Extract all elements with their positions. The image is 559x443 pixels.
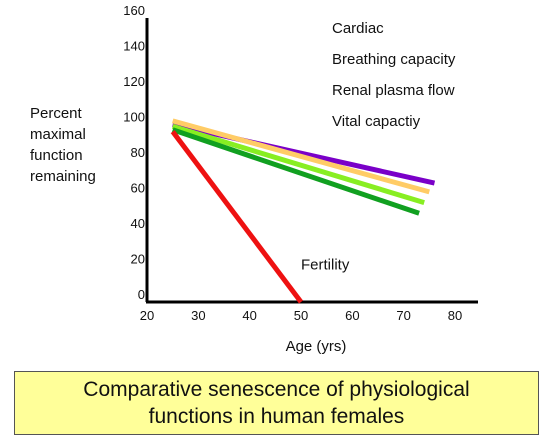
y-tick-label: 120 — [123, 74, 145, 89]
x-axis-title: Age (yrs) — [286, 338, 347, 355]
series-line-renal-plasma-flow — [171, 123, 425, 205]
annotations: Fertility — [301, 257, 350, 274]
legend-entry: Renal plasma flow — [332, 82, 455, 99]
x-tick-label: 30 — [191, 308, 205, 323]
legend-entry: Cardiac — [332, 20, 384, 37]
x-tick-label: 20 — [140, 308, 154, 323]
annotation-label: Fertility — [301, 257, 350, 274]
senescence-chart: Percent maximal function remaining 0 20 40 60 8… — [30, 3, 478, 355]
x-tick-label: 40 — [242, 308, 256, 323]
y-tick-label: 140 — [123, 39, 145, 54]
y-tick-label: 100 — [123, 110, 145, 125]
legend: Cardiac Breathing capacity Renal plasma fl… — [332, 20, 456, 130]
x-tick-label: 50 — [294, 308, 308, 323]
y-tick-label: 20 — [131, 252, 145, 267]
legend-entry: Breathing capacity — [332, 51, 456, 68]
series-lines — [170, 118, 436, 304]
y-tick-label: 0 — [138, 287, 145, 302]
x-tick-label: 80 — [448, 308, 462, 323]
series-line-fertility — [170, 130, 303, 304]
series-line-breathing-capacity — [172, 118, 430, 195]
y-ticks: 0 20 40 60 80 100 120 140 160 — [123, 3, 145, 302]
series-line-vital-capactiy — [171, 127, 420, 216]
caption-text: Comparative senescence of physiological … — [83, 378, 470, 428]
y-tick-label: 160 — [123, 3, 145, 18]
y-tick-label: 40 — [131, 216, 145, 231]
x-tick-label: 70 — [396, 308, 410, 323]
y-axis-title-text: Percent maximal function remaining — [30, 105, 96, 185]
y-axis-title: Percent maximal function remaining — [30, 105, 96, 185]
x-tick-label: 60 — [345, 308, 359, 323]
y-tick-label: 60 — [131, 181, 145, 196]
y-tick-label: 80 — [131, 145, 145, 160]
x-ticks: 20 30 40 50 60 70 80 — [140, 308, 462, 323]
legend-entry: Vital capactiy — [332, 113, 421, 130]
caption-box: Comparative senescence of physiological … — [14, 371, 539, 435]
